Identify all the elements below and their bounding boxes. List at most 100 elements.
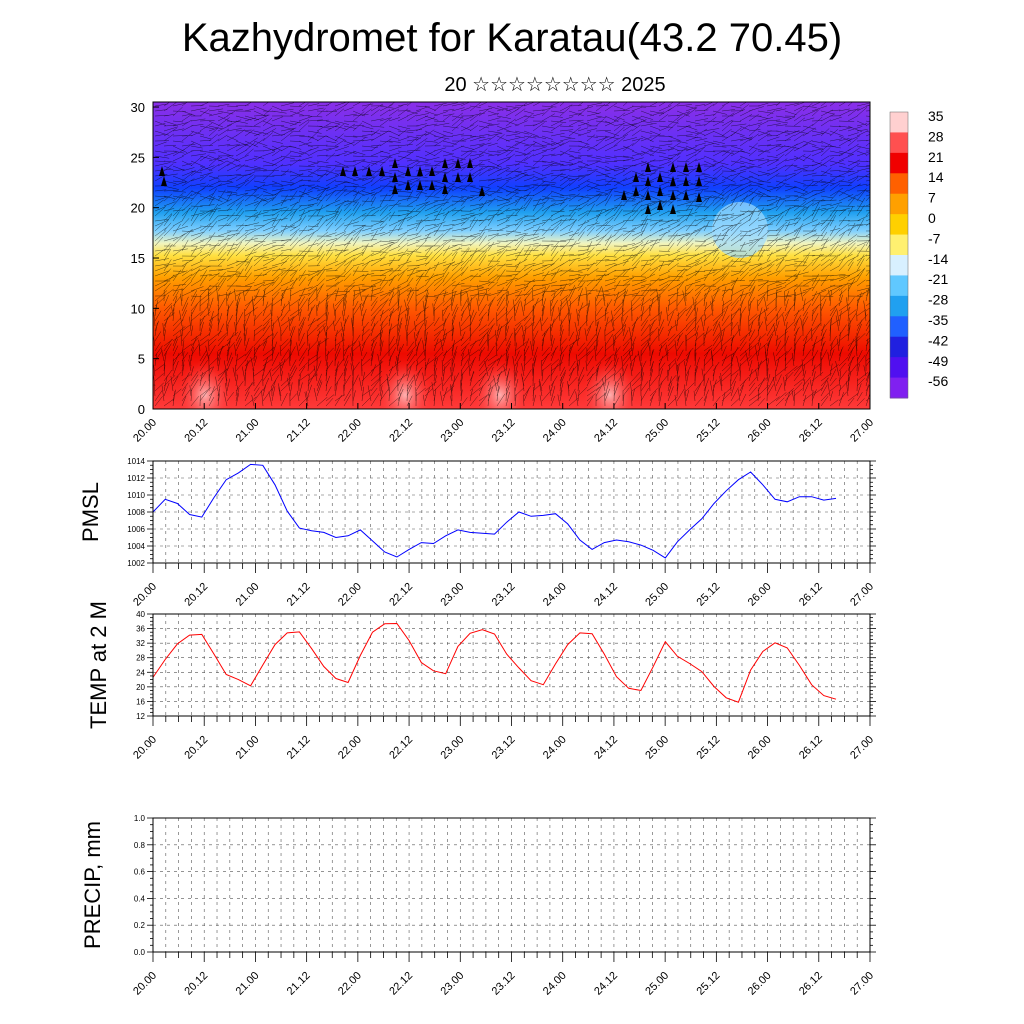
barb-line [847, 160, 859, 164]
barb-line [343, 394, 352, 407]
barb-line [334, 140, 345, 147]
barb-line [613, 247, 623, 257]
barb-line [820, 180, 836, 185]
barb-line [406, 226, 417, 232]
barb-line [649, 195, 664, 202]
barb-line [559, 175, 575, 181]
barb-line [199, 265, 211, 272]
barb-line [685, 301, 697, 312]
barb-line [685, 365, 692, 377]
barb-line [271, 380, 276, 392]
barb-line [865, 218, 870, 222]
barb-line [820, 119, 831, 127]
barb-line [721, 392, 726, 407]
barb-line [649, 211, 660, 217]
barb-line [829, 130, 844, 137]
barb-line [343, 360, 349, 372]
barb-line [208, 220, 218, 232]
barb-line [505, 188, 519, 197]
barb-line [622, 157, 635, 162]
barb-line [712, 190, 725, 202]
barb-line [775, 259, 785, 267]
barb-line [478, 349, 482, 362]
barb-line [460, 397, 468, 407]
barb-line [550, 185, 564, 189]
barb-line [190, 212, 205, 217]
barb-line [280, 209, 296, 212]
barb-line [766, 385, 768, 402]
barb-line [775, 335, 778, 347]
barb-line [685, 270, 699, 277]
barb-line [855, 336, 858, 352]
barb-line [298, 121, 310, 132]
barb-line [856, 150, 867, 155]
barb-line [712, 346, 724, 357]
barb-line [486, 331, 489, 347]
barb-line [631, 195, 648, 201]
barb-line [154, 364, 164, 372]
barb-line [550, 305, 555, 322]
barb-line [847, 137, 858, 147]
barb-line [667, 299, 671, 312]
barb-line [406, 270, 422, 277]
barb-line [739, 104, 749, 112]
barb-line [361, 273, 375, 277]
barb-line [280, 279, 294, 287]
barb-line [811, 364, 816, 377]
barb-line [748, 239, 759, 247]
barb-line [352, 374, 359, 387]
barb-line [424, 332, 428, 347]
barb-line [316, 340, 321, 357]
barb-line [595, 367, 599, 382]
barb-line [190, 231, 205, 237]
barb-line [856, 350, 863, 362]
barb-line [640, 314, 650, 327]
barb-line [577, 386, 588, 397]
barb-line [631, 116, 642, 122]
barb-line [487, 189, 501, 197]
barb-line [856, 167, 870, 172]
barb-line [739, 136, 754, 142]
barb-line [685, 120, 701, 125]
barb-line [154, 155, 170, 159]
barb-line [460, 358, 469, 372]
barb-line [802, 233, 818, 242]
barb-line [262, 120, 273, 126]
barb-line [730, 379, 732, 392]
barb-line [235, 179, 250, 187]
barb-line [370, 333, 380, 347]
barb-line [253, 240, 266, 242]
barb-line [847, 222, 856, 237]
barb-line [424, 232, 431, 242]
barb-line [226, 232, 240, 237]
barb-line [253, 115, 269, 122]
barb-line [181, 296, 189, 312]
barb-line [316, 284, 323, 297]
barb-line [217, 357, 221, 372]
barb-line [611, 310, 615, 327]
barb-line [541, 244, 551, 252]
barb-line [163, 214, 173, 227]
barb-line [280, 265, 293, 277]
barb-line [478, 249, 488, 262]
barb-line [595, 145, 606, 152]
barb-line [163, 201, 176, 207]
barb-line [370, 160, 380, 167]
wind-flag [161, 176, 167, 186]
barb-line [631, 124, 641, 132]
barb-line [241, 366, 246, 382]
barb-line [520, 300, 525, 317]
barb-line [325, 386, 332, 397]
barb-line [604, 328, 616, 337]
barb-line [658, 311, 662, 327]
barb-line [298, 262, 308, 272]
barb-line [406, 307, 410, 322]
barb-line [172, 308, 175, 322]
barb-line [172, 360, 179, 377]
barb-line [748, 217, 760, 227]
barb-line [793, 291, 797, 307]
barb-line [316, 311, 327, 322]
barb-line [730, 165, 746, 172]
barb-line [199, 274, 208, 287]
barb-line [748, 175, 764, 182]
